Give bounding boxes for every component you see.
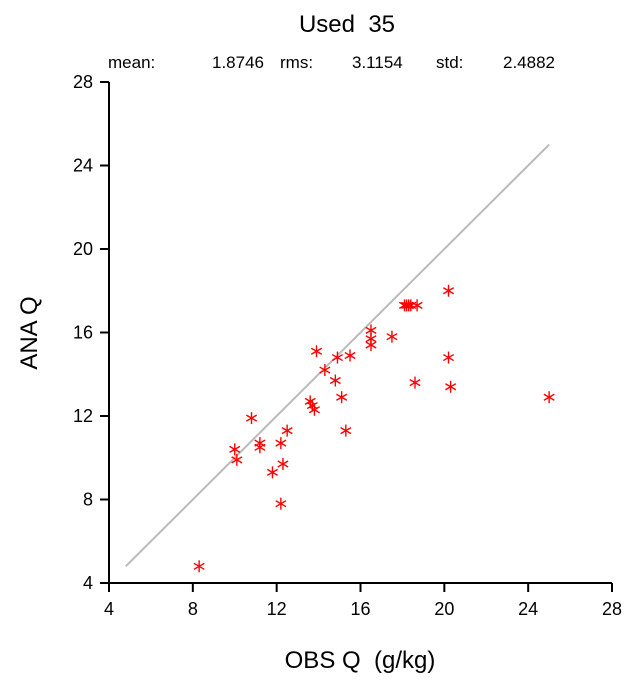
data-point [245, 412, 258, 425]
x-tick-label: 20 [434, 599, 454, 619]
x-axis-label: OBS Q (g/kg) [285, 647, 436, 674]
stat-std-value: 2.4882 [503, 53, 555, 72]
y-tick-label: 20 [73, 239, 93, 259]
data-point [442, 284, 455, 297]
data-point [445, 380, 457, 393]
y-tick-label: 16 [73, 323, 93, 343]
y-tick-label: 8 [83, 490, 93, 510]
data-point [409, 376, 421, 389]
data-point [229, 443, 241, 456]
stat-rms-label: rms: [280, 53, 313, 72]
x-tick-label: 16 [350, 599, 370, 619]
y-ticks: 4 8 12 16 20 24 28 [73, 72, 109, 593]
stat-mean-label: mean: [108, 53, 155, 72]
data-point [231, 453, 243, 466]
data-point [329, 374, 341, 387]
data-point [331, 351, 343, 364]
x-ticks: 4 8 12 16 20 24 28 [104, 583, 622, 619]
x-tick-label: 4 [104, 599, 114, 619]
data-point [277, 458, 289, 471]
data-point [340, 424, 352, 437]
y-axis-label: ANA Q [16, 296, 43, 369]
data-point [275, 497, 287, 510]
y-tick-label: 4 [83, 573, 93, 593]
data-point [401, 299, 413, 312]
data-point [310, 345, 323, 358]
data-point [411, 299, 423, 312]
data-point [281, 424, 293, 437]
x-tick-label: 12 [267, 599, 287, 619]
data-point [442, 351, 455, 364]
x-tick-label: 8 [188, 599, 198, 619]
data-point [193, 560, 205, 573]
data-point [306, 399, 318, 412]
data-points [193, 284, 555, 573]
stat-std-label: std: [436, 53, 463, 72]
data-point [304, 395, 316, 408]
y-tick-label: 12 [73, 406, 93, 426]
data-point [266, 466, 279, 479]
stat-mean-value: 1.8746 [212, 53, 264, 72]
data-point [254, 441, 266, 454]
x-tick-label: 24 [518, 599, 538, 619]
data-point [403, 299, 415, 312]
data-point [365, 339, 377, 352]
data-point [275, 437, 287, 450]
data-point [336, 391, 348, 404]
y-tick-label: 24 [73, 156, 93, 176]
data-point [386, 330, 398, 343]
stat-rms-value: 3.1154 [352, 53, 403, 72]
x-tick-label: 28 [602, 599, 622, 619]
stats-line: mean: 1.8746 rms: 3.1154 std: 2.4882 [108, 53, 555, 72]
data-point [344, 349, 356, 362]
data-point [319, 364, 331, 377]
y-tick-label: 28 [73, 72, 93, 92]
chart-title: Used 35 [299, 11, 395, 38]
data-point [308, 403, 320, 416]
data-point [543, 391, 555, 404]
